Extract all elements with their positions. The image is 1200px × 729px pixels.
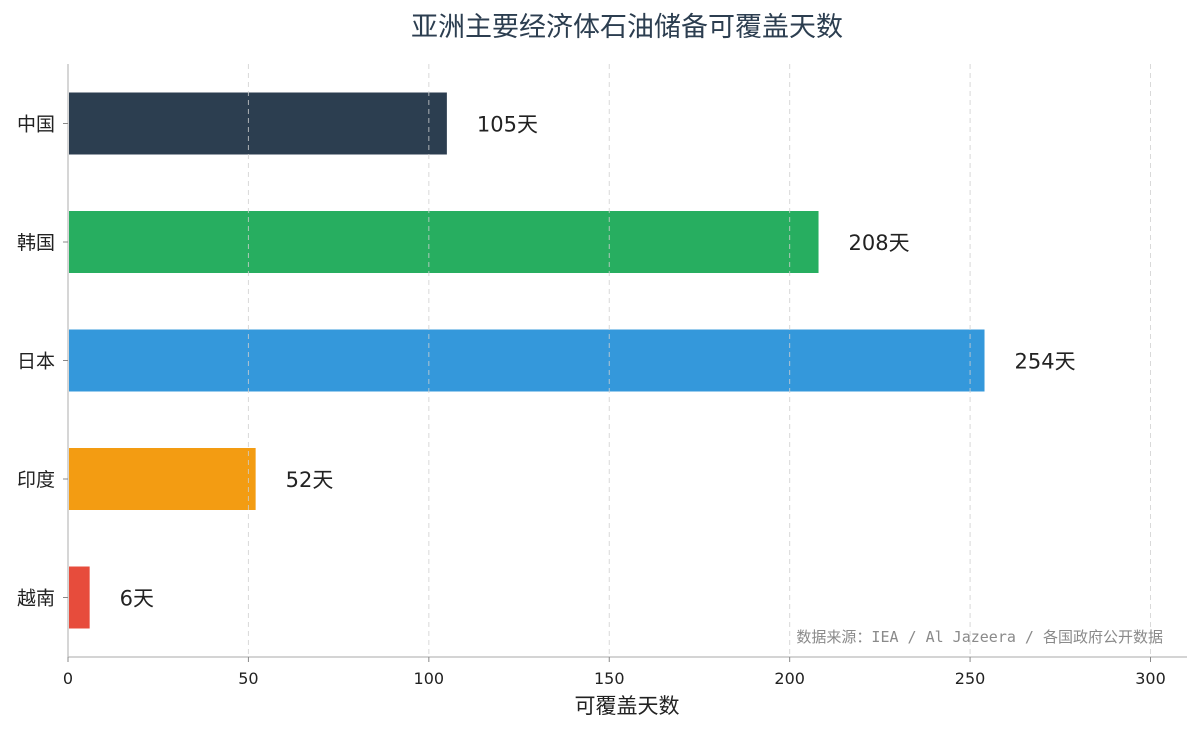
data-label: 208天: [849, 231, 910, 255]
data-label: 105天: [477, 113, 538, 137]
bar-0: [69, 92, 447, 155]
data-label: 6天: [120, 587, 154, 611]
data-label: 254天: [1015, 350, 1076, 374]
bars: [69, 92, 985, 629]
bar-1: [69, 211, 819, 273]
x-tick-label: 150: [594, 669, 625, 688]
bar-4: [69, 566, 90, 629]
y-category-label: 日本: [17, 351, 55, 373]
bar-2: [69, 329, 985, 392]
bar-3: [69, 448, 256, 510]
y-category-label: 越南: [17, 588, 55, 610]
x-axis-label: 可覆盖天数: [575, 694, 680, 718]
x-tick-label: 0: [63, 669, 73, 688]
chart-title: 亚洲主要经济体石油储备可覆盖天数: [411, 12, 843, 43]
data-label: 52天: [286, 468, 334, 492]
x-tick-label: 50: [238, 669, 258, 688]
data-labels: 105天 208天 254天 52天 6天: [120, 113, 1076, 611]
x-ticks: 0 50 100 150 200 250 300: [63, 657, 1166, 688]
y-category-label: 韩国: [17, 232, 55, 254]
x-tick-label: 200: [774, 669, 805, 688]
x-tick-label: 300: [1135, 669, 1166, 688]
x-tick-label: 100: [414, 669, 445, 688]
x-tick-label: 250: [955, 669, 986, 688]
y-category-label: 中国: [17, 114, 55, 136]
y-category-label: 印度: [17, 469, 55, 491]
source-note: 数据来源：IEA / Al Jazeera / 各国政府公开数据: [796, 628, 1163, 646]
